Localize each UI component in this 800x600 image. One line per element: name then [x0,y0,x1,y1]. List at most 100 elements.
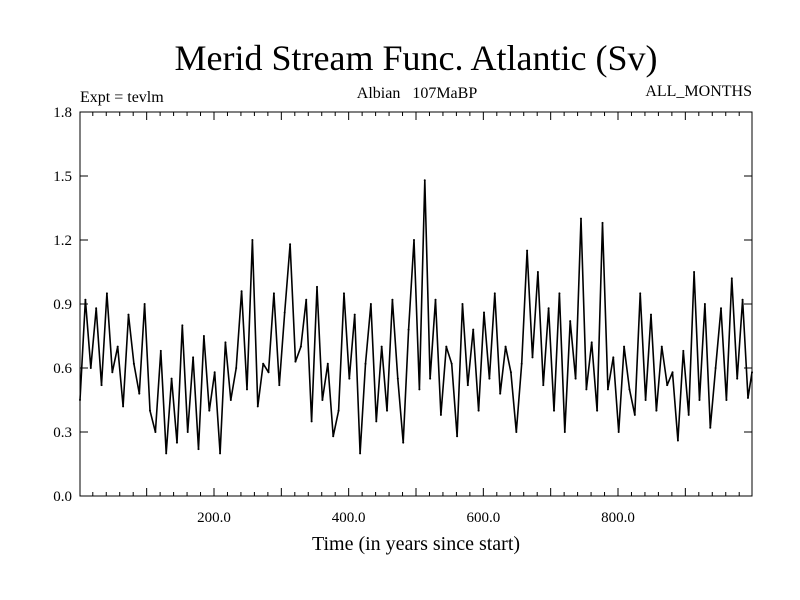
data-point [289,243,292,246]
data-point [736,377,739,380]
subtitle-right: ALL_MONTHS [645,83,752,100]
data-point [456,435,459,438]
data-point [192,356,195,359]
data-point [278,384,281,387]
data-point [676,439,679,442]
data-point [272,292,275,295]
data-point [520,362,523,365]
data-point [639,292,642,295]
data-point [536,271,539,273]
y-tick-label: 1.5 [53,169,72,185]
data-point [553,409,556,412]
data-point [369,303,372,305]
data-point [316,285,319,288]
data-point [105,292,108,295]
data-point [305,298,308,301]
data-point [197,448,200,451]
data-point [353,313,356,316]
data-point [423,179,426,182]
data-point [396,377,399,380]
data-point [79,399,81,401]
data-point [229,399,232,401]
data-point [262,362,265,365]
data-point [703,303,706,305]
data-point [337,409,340,412]
data-point [649,313,652,316]
data-point [483,311,486,314]
data-point [569,320,572,323]
data-point [660,345,663,348]
data-point [267,371,270,374]
data-point [617,431,620,433]
data-point [601,221,604,224]
data-point [122,405,125,408]
data-point [542,384,545,387]
data-point [256,405,259,408]
data-point [628,388,631,391]
x-tick-label: 800.0 [601,510,635,526]
data-point [116,345,119,348]
data-point [310,420,313,423]
data-point [585,388,588,391]
data-point [364,362,367,365]
data-point [100,384,103,387]
data-point [666,384,669,387]
data-point [509,371,512,374]
data-point [612,356,615,359]
data-point [213,371,216,374]
subtitle-left: Expt = tevlm [80,89,164,106]
data-point [434,298,437,301]
series-points [79,179,753,455]
x-tick-label: 400.0 [332,510,366,526]
subtitle-center: Albian 107MaBP [357,85,478,102]
data-point [590,341,593,344]
data-point [730,277,733,280]
y-tick-label: 0.6 [53,361,72,377]
data-point [138,392,141,395]
data-point [127,313,130,316]
x-axis: 200.0 400.0 600.0 800.0 [92,112,740,526]
x-axis-label: Time (in years since start) [312,533,520,555]
data-point [429,377,432,380]
data-point [359,452,362,455]
data-point [332,435,335,438]
data-point [326,362,329,365]
data-point [240,290,243,293]
data-point [418,388,421,391]
y-tick-label: 1.2 [53,233,72,249]
data-point [477,409,480,412]
data-point [159,349,162,352]
data-point [515,431,518,433]
data-point [235,367,238,369]
data-point [175,441,178,444]
data-point [693,271,696,273]
data-point [445,345,448,348]
data-point [450,362,453,365]
data-point [299,345,302,348]
data-point [563,431,566,433]
y-tick-label: 0.9 [53,297,72,313]
data-point [488,377,491,380]
x-tick-label: 200.0 [197,510,231,526]
data-point [714,367,717,369]
data-point [407,328,410,331]
data-point [579,217,582,220]
data-point [89,367,92,369]
data-point [671,371,674,374]
data-point [95,307,98,310]
data-point [499,392,502,395]
data-point [412,239,415,241]
data-point [472,328,475,331]
data-point [386,409,389,412]
data-point [391,298,394,301]
data-point [84,298,87,301]
data-point [143,303,146,305]
y-tick-label: 0.0 [53,489,72,505]
data-point [504,345,507,348]
data-point [165,452,168,455]
data-point [202,335,205,337]
data-point [526,249,529,252]
data-point [439,413,442,416]
series-line [79,179,753,455]
data-point [461,303,464,305]
